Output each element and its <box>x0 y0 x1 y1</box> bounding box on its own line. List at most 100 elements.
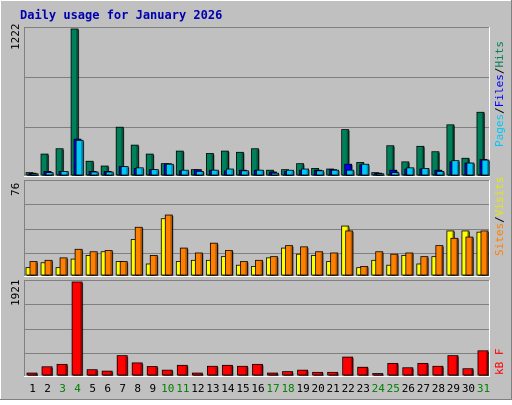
sites-bar-side <box>185 249 187 275</box>
day-label: 9 <box>149 382 156 395</box>
day-label: 1 <box>29 382 36 395</box>
day-label: 8 <box>134 382 141 395</box>
day-label: 26 <box>402 382 415 395</box>
sites-bar-side <box>426 257 428 274</box>
pages-bar-side <box>472 164 474 175</box>
day-label: 17 <box>266 382 279 395</box>
kbf-bar-side <box>95 370 97 374</box>
kbf-ymax-label: 1921 <box>9 280 22 307</box>
sites-bar-side <box>351 231 353 274</box>
hits-bar-side <box>61 149 63 174</box>
day-label: 20 <box>312 382 325 395</box>
sites-bar-side <box>125 262 127 274</box>
kbf-bar-side <box>50 367 52 374</box>
day-label: 12 <box>191 382 204 395</box>
hits-ymax-label: 1222 <box>9 24 22 51</box>
kbf-bar-side <box>321 373 323 375</box>
kbf-plot-area <box>24 280 490 377</box>
sites-bar-side <box>50 261 52 275</box>
legend-sites: Sites <box>493 223 506 256</box>
legend-kbf: kB F <box>493 349 506 376</box>
kbf-bar-side <box>411 368 413 374</box>
day-label: 18 <box>281 382 294 395</box>
kbf-bar-side <box>230 366 232 375</box>
kbf-bar-side <box>486 351 488 374</box>
kbf-bar-side <box>125 356 127 374</box>
kbf-bar-side <box>351 358 353 375</box>
sites-bar-side <box>441 246 443 274</box>
pages-bar-side <box>352 171 354 175</box>
legend-top: Pages/Files/Hits <box>493 41 506 147</box>
kbf-bar-side <box>306 371 308 375</box>
kbf-bar-side <box>366 368 368 375</box>
pages-bar-side <box>322 171 324 174</box>
pages-bar-side <box>457 161 459 174</box>
pages-bar-side <box>81 141 83 175</box>
day-label: 7 <box>119 382 126 395</box>
kbf-bar-side <box>140 363 142 374</box>
kbf-bar-side <box>291 372 293 374</box>
sites-bar-side <box>456 239 458 275</box>
legend-hits: Hits <box>493 41 506 68</box>
legend-sep2: / <box>493 68 506 75</box>
day-label: 21 <box>327 382 340 395</box>
pages-bar-side <box>427 169 429 175</box>
pages-bar-side <box>277 174 279 175</box>
chart-title: Daily usage for January 2026 <box>20 8 222 22</box>
legend-bottom: kB F <box>493 349 506 376</box>
sites-bar-side <box>230 251 232 274</box>
pages-bar-side <box>171 165 173 175</box>
pages-bar-side <box>307 170 309 175</box>
pages-bar-side <box>66 172 68 175</box>
kbf-bar-side <box>396 364 398 375</box>
sites-bar-side <box>65 258 67 274</box>
visits-panel <box>24 180 490 277</box>
day-label: 15 <box>236 382 249 395</box>
sites-bar-side <box>486 231 488 274</box>
sites-bar-side <box>200 253 202 274</box>
day-label: 25 <box>387 382 400 395</box>
kbf-bar-side <box>276 374 278 375</box>
kbf-bar-side <box>80 283 82 375</box>
kbf-bar-side <box>336 373 338 375</box>
kbf-bar-side <box>155 367 157 374</box>
pages-bar-side <box>261 171 263 175</box>
kbf-bar-side <box>456 356 458 374</box>
kbf-bar-side <box>245 367 247 375</box>
day-label: 16 <box>251 382 264 395</box>
kbf-bar-side <box>471 369 473 374</box>
legend-sep3: / <box>493 216 506 223</box>
sites-bar-side <box>366 267 368 275</box>
pages-bar-side <box>51 173 53 174</box>
legend-sep1: / <box>493 107 506 114</box>
day-label: 29 <box>447 382 460 395</box>
pages-bar-side <box>186 171 188 175</box>
kbf-bar-side <box>441 367 443 375</box>
pages-bar-side <box>96 173 98 175</box>
day-label: 22 <box>342 382 355 395</box>
legend-pages: Pages <box>493 114 506 147</box>
day-label: 2 <box>44 382 51 395</box>
day-label: 28 <box>432 382 445 395</box>
sites-bar-side <box>260 261 262 275</box>
pages-bar-side <box>246 171 248 174</box>
day-label: 14 <box>221 382 235 395</box>
legend-visits: Visits <box>493 177 506 217</box>
pages-bar-side <box>216 171 218 175</box>
sites-bar-side <box>411 253 413 274</box>
kbf-bar-side <box>200 374 202 375</box>
pages-bar-side <box>337 171 339 175</box>
day-label: 5 <box>89 382 96 395</box>
pages-bar-side <box>111 173 113 175</box>
pages-bar-side <box>141 168 143 174</box>
day-label: 24 <box>372 382 386 395</box>
day-label: 13 <box>206 382 219 395</box>
pages-bar-side <box>201 172 203 175</box>
sites-bar-side <box>215 244 217 275</box>
pages-bar-side <box>126 167 128 174</box>
day-label: 4 <box>74 382 81 395</box>
sites-bar-side <box>291 246 293 274</box>
pages-bar-side <box>231 170 233 175</box>
